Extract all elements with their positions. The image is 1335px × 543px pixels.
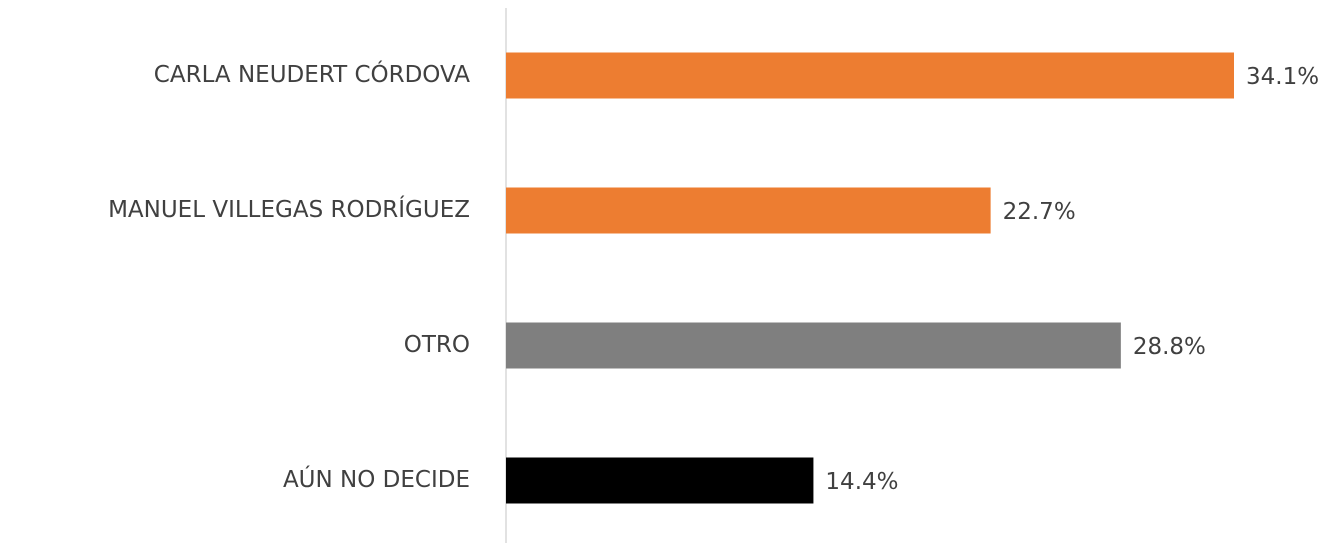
category-label: CARLA NEUDERT CÓRDOVA — [154, 60, 470, 88]
value-label: 14.4% — [825, 469, 898, 495]
category-label: OTRO — [404, 332, 470, 358]
value-label: 34.1% — [1246, 64, 1319, 90]
category-label: MANUEL VILLEGAS RODRÍGUEZ — [108, 195, 470, 223]
bar — [506, 322, 1121, 369]
bar — [506, 52, 1234, 99]
category-label: AÚN NO DECIDE — [283, 465, 470, 493]
value-label: 28.8% — [1133, 334, 1206, 360]
value-label: 22.7% — [1003, 199, 1076, 225]
bar — [506, 187, 991, 234]
bar — [506, 457, 814, 504]
